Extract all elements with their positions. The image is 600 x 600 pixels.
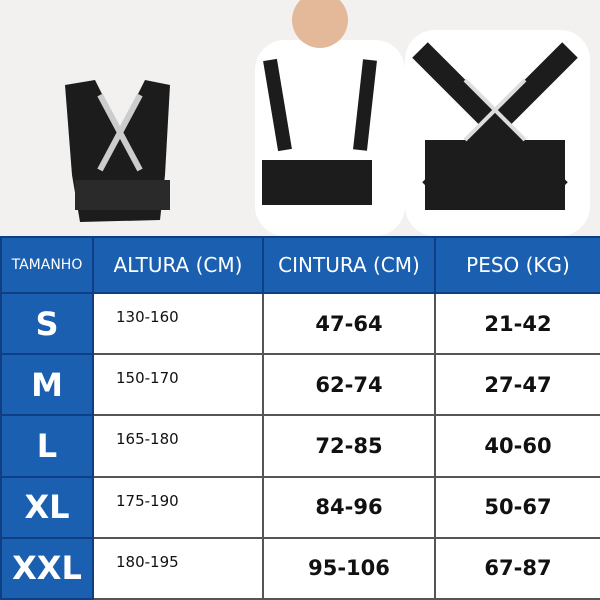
table-row: L 165-180 72-85 40-60: [0, 414, 600, 478]
size-cell: XL: [0, 475, 94, 539]
altura-cell: 175-190: [92, 475, 264, 539]
posture-corrector-vest-image: [65, 80, 170, 222]
size-chart-table: TAMANHO ALTURA (CM) CINTURA (CM) PESO (K…: [0, 236, 600, 600]
header-altura: ALTURA (CM): [92, 236, 264, 294]
altura-cell: 165-180: [92, 414, 264, 478]
size-cell: XXL: [0, 536, 94, 600]
altura-cell: 150-170: [92, 353, 264, 417]
model-front-image: [255, 0, 405, 236]
cintura-cell: 72-85: [262, 414, 436, 478]
peso-cell: 27-47: [434, 353, 600, 417]
cintura-cell: 62-74: [262, 353, 436, 417]
table-row: XXL 180-195 95-106 67-87: [0, 536, 600, 600]
peso-cell: 50-67: [434, 475, 600, 539]
header-row: TAMANHO ALTURA (CM) CINTURA (CM) PESO (K…: [0, 236, 600, 294]
altura-cell: 180-195: [92, 536, 264, 600]
table-row: XL 175-190 84-96 50-67: [0, 475, 600, 539]
header-cintura: CINTURA (CM): [262, 236, 436, 294]
product-photo: [0, 0, 600, 236]
peso-cell: 40-60: [434, 414, 600, 478]
cintura-cell: 47-64: [262, 291, 436, 356]
peso-cell: 21-42: [434, 291, 600, 356]
altura-cell: 130-160: [92, 291, 264, 356]
table-row: S 130-160 47-64 21-42: [0, 291, 600, 356]
table-row: M 150-170 62-74 27-47: [0, 353, 600, 417]
peso-cell: 67-87: [434, 536, 600, 600]
size-cell: S: [0, 291, 94, 356]
cintura-cell: 84-96: [262, 475, 436, 539]
header-peso: PESO (KG): [434, 236, 600, 294]
cintura-cell: 95-106: [262, 536, 436, 600]
size-cell: L: [0, 414, 94, 478]
header-tamanho: TAMANHO: [0, 236, 94, 294]
model-back-image: [405, 30, 590, 236]
size-cell: M: [0, 353, 94, 417]
